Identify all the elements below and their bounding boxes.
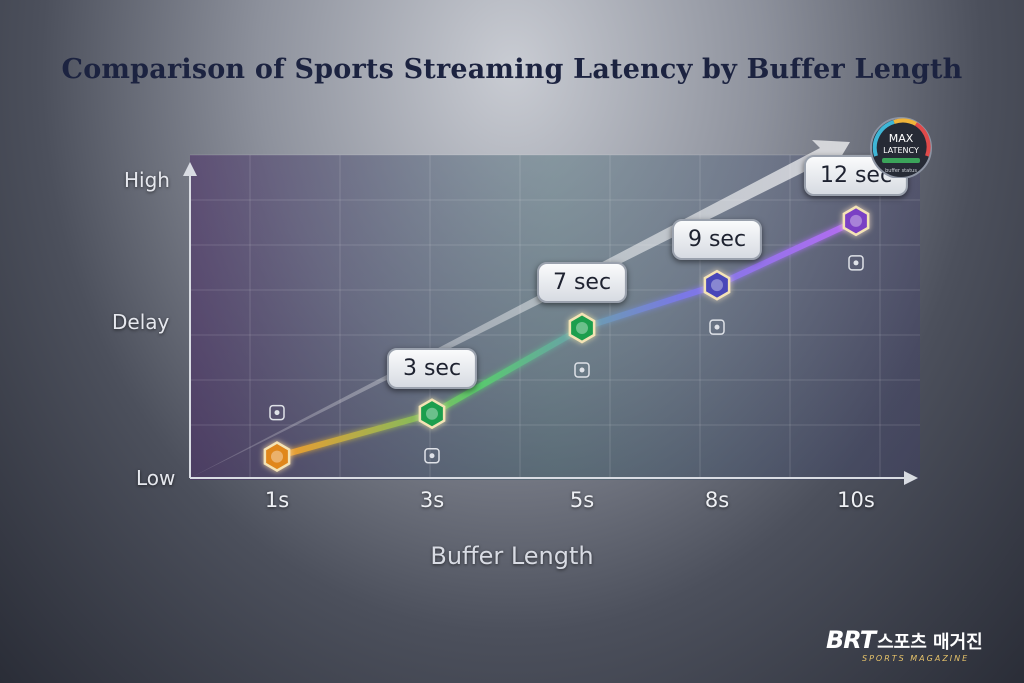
data-point-shine [850, 214, 862, 227]
x-axis-arrow [904, 471, 918, 485]
x-tick-8s: 8s [704, 488, 730, 512]
data-point-8s [703, 269, 731, 301]
x-tick-1s: 1s [264, 488, 290, 512]
x-tick-3s: 3s [419, 488, 445, 512]
gauge-bar [882, 158, 920, 163]
database-icon [709, 319, 725, 335]
data-point-shine [711, 279, 723, 292]
data-label-8s: 9 sec [671, 219, 763, 261]
data-point-shine [271, 450, 283, 463]
chart-title: Comparison of Sports Streaming Latency b… [61, 54, 963, 85]
data-point-shine [426, 407, 438, 420]
satellite-dish-icon [574, 362, 590, 378]
data-label-3s: 3 sec [386, 347, 478, 389]
y-axis-label-mid: Delay [112, 310, 170, 334]
brand-name: 스포츠 매거진 [877, 632, 983, 653]
data-point-3s [418, 398, 446, 430]
video-player-icon [848, 255, 864, 271]
brand-logo: BRT 스포츠 매거진 SPORTS MAGAZINE [826, 626, 983, 663]
data-point-shine [576, 322, 588, 334]
brand-mark: BRT [826, 626, 876, 654]
gauge-line2: LATENCY [883, 146, 919, 155]
plot-area [190, 155, 920, 480]
y-axis-label-high: High [124, 168, 170, 192]
x-tick-5s: 5s [569, 488, 595, 512]
max-latency-gauge: MAX LATENCY buffer status [870, 117, 932, 178]
x-tick-10s: 10s [837, 488, 875, 512]
y-axis-label-low: Low [136, 466, 176, 490]
data-point-5s [568, 312, 596, 344]
brand-tagline: SPORTS MAGAZINE [862, 654, 970, 663]
data-point-10s [842, 205, 870, 237]
x-axis-label: Buffer Length [430, 542, 594, 570]
y-axis-arrow [183, 162, 197, 176]
data-label-5s: 7 sec [536, 262, 628, 303]
gauge-line1: MAX [889, 132, 914, 145]
data-point-1s [263, 441, 291, 473]
gauge-caption: buffer status [885, 168, 917, 174]
server-icon [424, 447, 440, 464]
satellite-dish-icon [269, 404, 285, 421]
